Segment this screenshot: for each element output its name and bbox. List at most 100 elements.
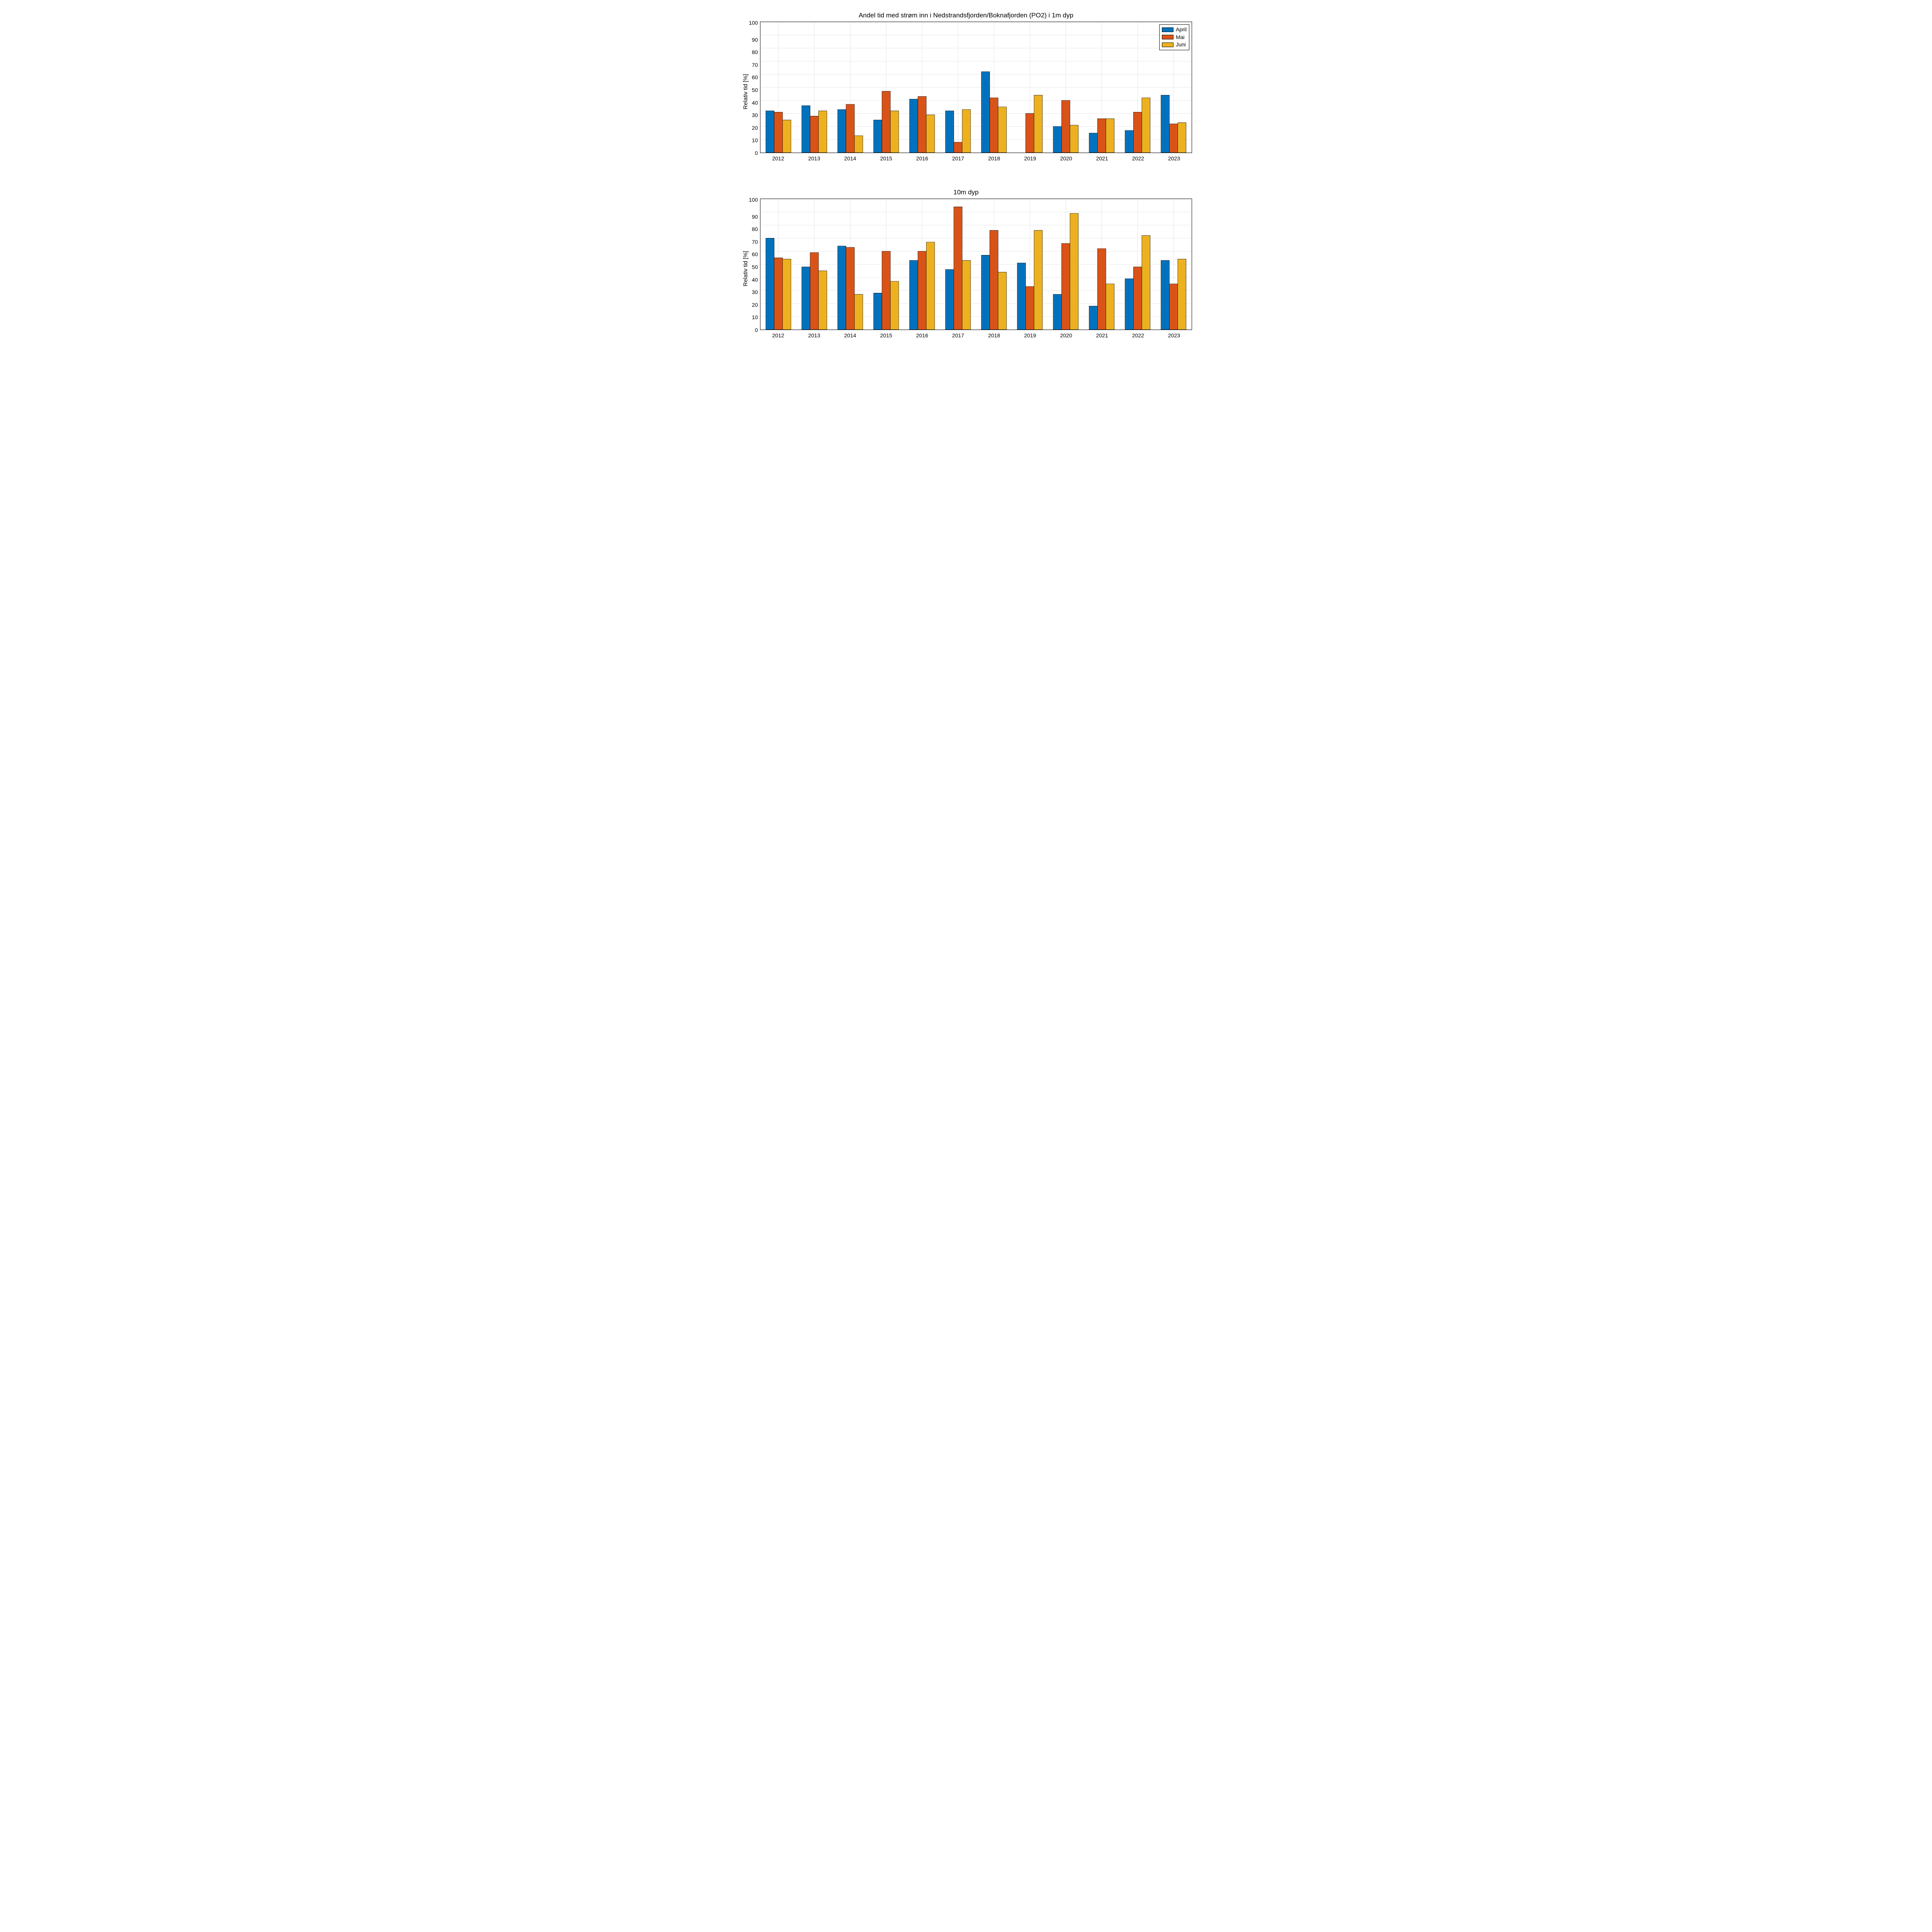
xtick-label: 2015 — [868, 332, 904, 338]
ytick-label: 90 — [749, 214, 758, 219]
xtick-label: 2017 — [940, 332, 976, 338]
xtick-label: 2021 — [1084, 332, 1120, 338]
bar-april — [1053, 126, 1062, 153]
ytick-label: 50 — [749, 264, 758, 270]
bar-mai — [954, 142, 963, 153]
xtick-label: 2020 — [1048, 332, 1084, 338]
bar-juni — [998, 272, 1007, 330]
xtick-label: 2014 — [832, 332, 868, 338]
bar-april — [910, 99, 918, 153]
bar-mai — [918, 251, 927, 330]
bar-juni — [1142, 98, 1150, 153]
bar-april — [1089, 306, 1098, 330]
xtick-label: 2022 — [1120, 155, 1156, 162]
legend-item: Juni — [1162, 41, 1187, 49]
bar-juni — [819, 271, 827, 330]
bar-juni — [891, 111, 899, 153]
xtick-label: 2012 — [760, 155, 796, 162]
xtick-label: 2013 — [796, 332, 832, 338]
bar-juni — [1034, 95, 1043, 153]
bar-juni — [927, 242, 935, 330]
bar-april — [910, 260, 918, 330]
xtick-label: 2016 — [904, 332, 940, 338]
bar-april — [874, 120, 882, 153]
bar-mai — [846, 247, 855, 330]
xtick-label: 2013 — [796, 155, 832, 162]
bar-mai — [846, 104, 855, 153]
ytick-label: 80 — [749, 226, 758, 232]
plot-area — [760, 199, 1192, 330]
x-ticks: 2012201320142015201620172018201920202021… — [760, 332, 1192, 338]
bar-juni — [963, 109, 971, 153]
bar-mai — [1026, 286, 1034, 330]
bar-mai — [1134, 112, 1142, 153]
xtick-label: 2017 — [940, 155, 976, 162]
bar-april — [981, 255, 990, 330]
legend-swatch-juni — [1162, 43, 1173, 47]
bar-mai — [954, 207, 963, 330]
xtick-label: 2023 — [1156, 155, 1192, 162]
xtick-label: 2012 — [760, 332, 796, 338]
xtick-label: 2020 — [1048, 155, 1084, 162]
bar-juni — [1178, 122, 1186, 153]
bar-april — [802, 105, 810, 153]
bar-juni — [783, 120, 791, 153]
ytick-label: 30 — [749, 112, 758, 118]
ytick-label: 40 — [749, 277, 758, 282]
ytick-label: 40 — [749, 100, 758, 105]
bar-april — [1053, 294, 1062, 330]
bar-april — [1125, 131, 1134, 153]
ytick-label: 100 — [749, 197, 758, 202]
ytick-label: 70 — [749, 239, 758, 245]
bar-april — [766, 238, 774, 330]
bar-mai — [1098, 119, 1106, 153]
bar-mai — [774, 258, 783, 330]
bar-juni — [783, 259, 791, 330]
bar-mai — [1062, 100, 1070, 153]
bar-mai — [774, 112, 783, 153]
bar-mai — [990, 230, 998, 330]
bar-april — [838, 109, 846, 153]
ytick-label: 60 — [749, 75, 758, 80]
ytick-label: 10 — [749, 315, 758, 320]
bar-mai — [882, 251, 891, 330]
xtick-label: 2021 — [1084, 155, 1120, 162]
ytick-label: 100 — [749, 20, 758, 26]
ytick-label: 20 — [749, 125, 758, 131]
bar-april — [766, 111, 774, 153]
bar-juni — [891, 281, 899, 330]
bar-juni — [855, 136, 863, 153]
bar-juni — [1106, 284, 1114, 330]
ytick-label: 50 — [749, 87, 758, 93]
bar-juni — [819, 111, 827, 153]
legend-swatch-mai — [1162, 35, 1173, 39]
xtick-label: 2018 — [976, 332, 1012, 338]
ytick-label: 10 — [749, 138, 758, 143]
ytick-label: 20 — [749, 302, 758, 308]
y-ticks: 1009080706050403020100 — [749, 22, 760, 153]
xtick-label: 2019 — [1012, 155, 1048, 162]
y-axis-label: Relativ tid [%] — [740, 22, 749, 162]
legend-item: Mai — [1162, 34, 1187, 41]
bar-juni — [1178, 259, 1186, 330]
bar-april — [1089, 133, 1098, 153]
xtick-label: 2023 — [1156, 332, 1192, 338]
bar-juni — [1142, 236, 1150, 330]
xtick-label: 2014 — [832, 155, 868, 162]
legend: April Mai Juni — [1159, 24, 1189, 50]
y-axis-label: Relativ tid [%] — [740, 199, 749, 338]
bar-mai — [1170, 284, 1178, 330]
bar-april — [981, 71, 990, 153]
bar-april — [1161, 260, 1170, 330]
bar-april — [802, 267, 810, 330]
ytick-label: 60 — [749, 252, 758, 257]
bar-april — [1125, 279, 1134, 330]
bar-april — [874, 293, 882, 330]
legend-item: April — [1162, 26, 1187, 34]
ytick-label: 0 — [749, 327, 758, 333]
bar-april — [838, 246, 846, 330]
bar-april — [946, 270, 954, 330]
chart-panel: 10m dyp Relativ tid [%] 1009080706050403… — [740, 189, 1192, 338]
ytick-label: 90 — [749, 37, 758, 43]
xtick-label: 2022 — [1120, 332, 1156, 338]
